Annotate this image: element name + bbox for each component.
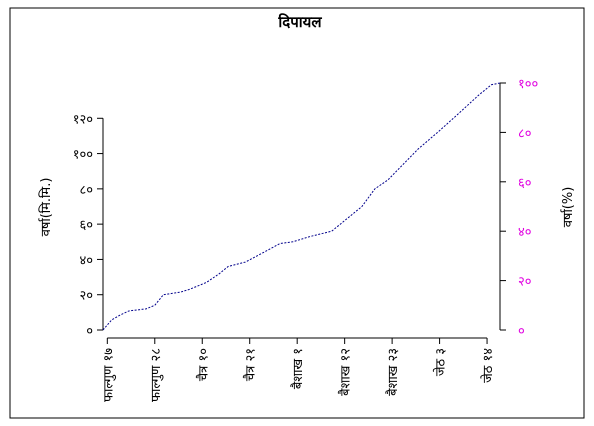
y2-tick-label: ६० [518,176,532,191]
chart-title: दिपायल [277,13,322,31]
y-tick-label: ६० [79,218,93,233]
x-tick-label: जेठ १४ [480,348,496,383]
x-tick-label: चैत्र १० [195,348,211,381]
y2-tick-label: ८० [518,126,532,141]
y-tick-label: ० [86,324,93,339]
y-tick-label: ४० [79,253,93,268]
x-tick-label: जेठ ३ [433,348,449,376]
y-tick-label: १२० [73,112,93,127]
y-tick-label: ८० [79,183,93,198]
x-tick-label: फाल्गुण २८ [149,348,164,402]
y2-tick-label: १०० [518,77,538,92]
x-tick-label: चैत्र २१ [243,348,259,381]
x-tick-label: फाल्गुण १७ [101,348,116,402]
x-tick-label: बैशाख १ [290,348,306,389]
x-tick-label: बैशाख २३ [385,348,401,396]
x-tick-label: बैशाख १२ [338,348,354,396]
series-line [102,82,501,331]
y-tick-label: २० [79,289,93,304]
y2-tick-label: २० [518,275,532,290]
frame [9,7,585,419]
y2-tick-label: ० [518,324,525,339]
y-tick-label: १०० [73,148,93,163]
y2-tick-label: ४० [518,225,532,240]
y-axis-label: वर्षा(मि.मि.) [38,178,54,237]
y2-axis-label: वर्षा(%) [560,187,576,228]
